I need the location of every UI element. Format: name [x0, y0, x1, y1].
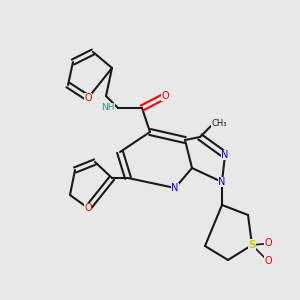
Text: S: S	[248, 240, 256, 250]
Text: N: N	[218, 177, 226, 187]
Text: O: O	[265, 256, 272, 266]
Text: N: N	[221, 150, 229, 160]
Text: O: O	[84, 93, 92, 103]
Text: N: N	[171, 183, 179, 193]
Text: NH: NH	[101, 103, 115, 112]
Text: O: O	[265, 238, 272, 248]
Text: O: O	[84, 203, 92, 213]
Text: CH₃: CH₃	[212, 119, 227, 128]
Text: O: O	[161, 91, 169, 101]
